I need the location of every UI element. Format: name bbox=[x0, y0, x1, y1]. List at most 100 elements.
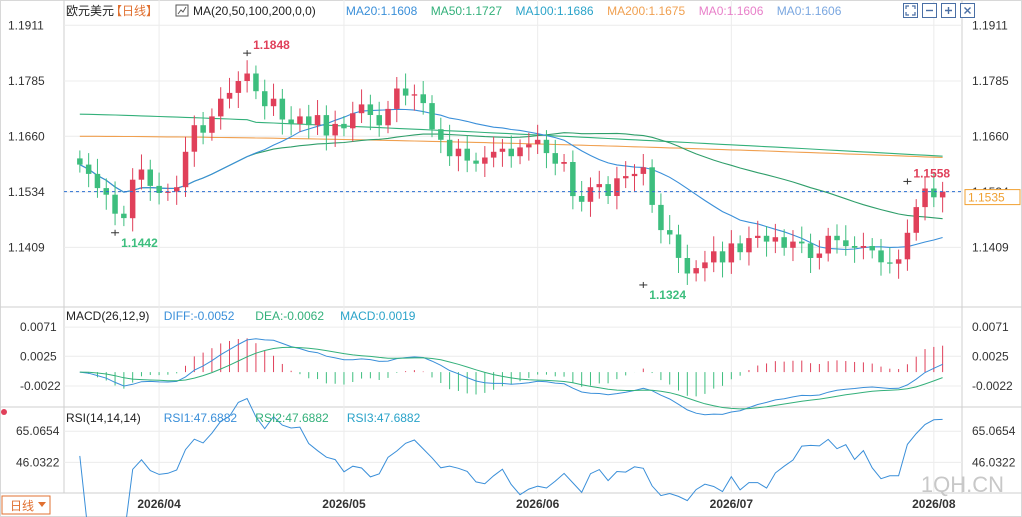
price-tick-left: 1.1911 bbox=[8, 18, 44, 32]
candle-body bbox=[270, 98, 277, 107]
candle-body bbox=[191, 125, 198, 152]
macd-header-item: DIFF:-0.0052 bbox=[164, 309, 235, 323]
last-price-label: 1.1535 bbox=[968, 191, 1005, 205]
candle-body bbox=[94, 173, 101, 189]
candle bbox=[552, 139, 558, 176]
ma100-line bbox=[79, 113, 943, 157]
candle bbox=[376, 101, 382, 137]
candle-body bbox=[138, 169, 145, 180]
rsi-tick-left: 65.0654 bbox=[16, 424, 60, 438]
candle bbox=[772, 223, 779, 254]
ma-header-item: MA0:1.1606 bbox=[699, 4, 764, 18]
price-tick-left: 1.1660 bbox=[8, 129, 45, 143]
candle bbox=[728, 230, 735, 274]
candle bbox=[235, 71, 242, 108]
moving-average-lines bbox=[79, 108, 943, 251]
candle-body bbox=[218, 98, 224, 117]
rsi-tick-right: 65.0654 bbox=[972, 424, 1016, 438]
candle bbox=[623, 161, 629, 189]
candle-body bbox=[596, 184, 602, 188]
candle-body bbox=[121, 213, 127, 219]
macd-header-item: DEA:-0.0062 bbox=[255, 309, 324, 323]
watermark: 1QH.CN bbox=[921, 472, 1004, 497]
candle-body bbox=[174, 187, 180, 192]
candle-body bbox=[350, 113, 356, 129]
candle bbox=[711, 236, 717, 273]
candle-body bbox=[843, 240, 849, 247]
candle bbox=[411, 84, 418, 111]
candle bbox=[138, 154, 145, 190]
candle bbox=[658, 193, 664, 244]
ma-header-label: MA(20,50,100,200,0,0) bbox=[193, 4, 316, 18]
time-label: 2026/08 bbox=[912, 497, 956, 511]
candle-body bbox=[834, 235, 840, 241]
macd-dea-line bbox=[79, 346, 943, 410]
candle bbox=[587, 177, 594, 217]
candle bbox=[851, 236, 858, 263]
candle bbox=[878, 238, 884, 276]
macd-tick-right: -0.0022 bbox=[972, 379, 1013, 393]
candle bbox=[482, 146, 488, 178]
rsi-header: RSI(14,14,14) RSI1:47.6882 RSI2:47.6882 RSI… bbox=[66, 411, 421, 425]
candle-body bbox=[341, 123, 347, 129]
candle bbox=[306, 104, 312, 139]
candle bbox=[94, 158, 101, 198]
annotation-label: 1.1558 bbox=[913, 166, 950, 180]
ma-header: MA(20,50,100,200,0,0) MA20:1.1608 MA50:1.1… bbox=[193, 4, 842, 18]
candle bbox=[570, 150, 576, 210]
dropdown-icon bbox=[38, 502, 46, 507]
candle bbox=[605, 176, 611, 204]
candle-body bbox=[939, 191, 946, 198]
macd-tick-right: 0.0025 bbox=[972, 349, 1009, 363]
candle bbox=[129, 168, 136, 232]
candle-body bbox=[323, 115, 330, 136]
candle-body bbox=[878, 250, 884, 263]
candle-body bbox=[922, 188, 928, 208]
candle bbox=[77, 150, 83, 173]
candle bbox=[922, 177, 928, 221]
close-icon[interactable] bbox=[960, 3, 975, 18]
candle bbox=[684, 244, 691, 285]
rsi-header-item: RSI3:47.6882 bbox=[347, 411, 421, 425]
candle-body bbox=[358, 104, 365, 114]
candle bbox=[394, 77, 400, 123]
candle bbox=[226, 77, 233, 109]
candle-body bbox=[200, 125, 206, 133]
candle bbox=[843, 225, 849, 256]
time-label: 2026/07 bbox=[710, 497, 754, 511]
zoom-out-icon[interactable] bbox=[922, 3, 937, 18]
candle bbox=[156, 172, 162, 205]
fullscreen-icon[interactable] bbox=[903, 3, 918, 18]
candle bbox=[675, 224, 682, 274]
candle bbox=[799, 226, 805, 254]
candle-body bbox=[517, 147, 523, 157]
ma-header-item: MA100:1.1686 bbox=[516, 4, 594, 18]
candle-body bbox=[631, 173, 638, 177]
candle bbox=[367, 94, 374, 131]
candle-body bbox=[851, 246, 858, 248]
candle-body bbox=[226, 92, 233, 99]
candle-body bbox=[763, 235, 770, 242]
ma-header-item: MA0:1.1606 bbox=[777, 4, 842, 18]
candle-body bbox=[825, 235, 831, 254]
candle bbox=[895, 249, 902, 279]
candle bbox=[191, 115, 198, 167]
candle-body bbox=[799, 241, 805, 244]
candle-body bbox=[807, 243, 814, 258]
price-tick-left: 1.1785 bbox=[8, 74, 45, 88]
candle bbox=[904, 219, 911, 271]
candle-body bbox=[385, 108, 391, 126]
candle-body bbox=[860, 246, 867, 248]
candle bbox=[931, 173, 937, 208]
zoom-in-icon[interactable] bbox=[941, 3, 956, 18]
candle-body bbox=[297, 116, 303, 124]
candle bbox=[174, 175, 180, 205]
period-button bbox=[1, 495, 51, 515]
candle bbox=[614, 166, 620, 210]
candle bbox=[244, 60, 250, 93]
candle bbox=[763, 226, 770, 257]
candle-body bbox=[411, 94, 418, 96]
price-tick-right: 1.1785 bbox=[972, 74, 1009, 88]
candle-body bbox=[473, 160, 479, 164]
